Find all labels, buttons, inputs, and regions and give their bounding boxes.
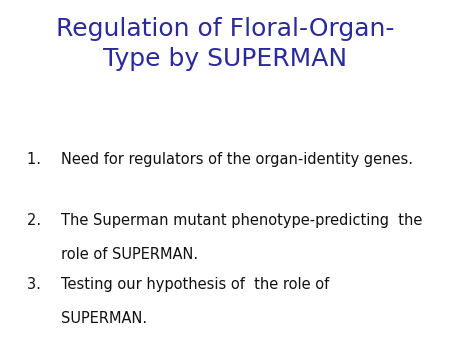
Text: The Superman mutant phenotype-predicting  the: The Superman mutant phenotype-predicting… [61, 213, 422, 228]
Text: Need for regulators of the organ-identity genes.: Need for regulators of the organ-identit… [61, 152, 413, 167]
Text: SUPERMAN.: SUPERMAN. [61, 311, 147, 326]
Text: Testing our hypothesis of  the role of: Testing our hypothesis of the role of [61, 277, 329, 292]
Text: role of SUPERMAN.: role of SUPERMAN. [61, 247, 198, 262]
Text: 3.: 3. [27, 277, 45, 292]
Text: Regulation of Floral-Organ-
Type by SUPERMAN: Regulation of Floral-Organ- Type by SUPE… [56, 17, 394, 71]
Text: 1.: 1. [27, 152, 45, 167]
Text: 2.: 2. [27, 213, 46, 228]
